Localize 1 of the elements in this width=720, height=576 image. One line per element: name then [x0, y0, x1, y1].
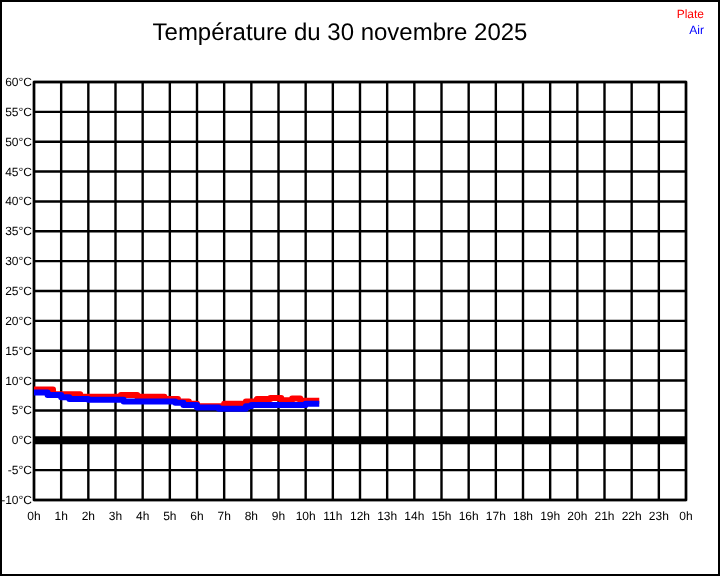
chart-title: Température du 30 novembre 2025 [152, 18, 529, 46]
